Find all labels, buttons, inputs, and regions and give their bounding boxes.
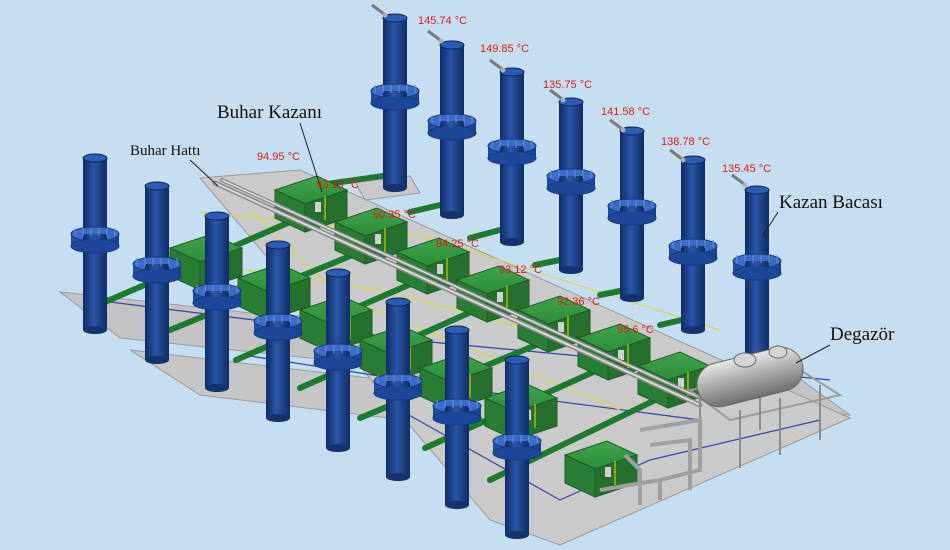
stack-temp-label: 138.78 °C (661, 136, 710, 148)
label-degazor: Degazör (830, 324, 895, 345)
boiler-temp-label: 93.12 °C (499, 264, 542, 276)
boiler-temp-label: 94.95 °C (257, 151, 300, 163)
boiler-temp-label: 92.36 °C (557, 296, 600, 308)
degazor-pipework (599, 417, 702, 505)
boiler (333, 207, 409, 265)
boiler-temp-label: 93.15 °C (316, 179, 359, 191)
thermometer-icon (669, 148, 686, 163)
stack-temp-label: 141.58 °C (601, 106, 650, 118)
degazor-dome (768, 345, 788, 359)
stack-group (70, 13, 782, 539)
thermometer-icon (489, 58, 506, 73)
label-buhar-kazani: Buhar Kazanı (217, 102, 322, 123)
chimney-stack (70, 153, 120, 334)
chimney-stack (546, 97, 596, 274)
boiler (563, 440, 639, 498)
chimney-stack (607, 126, 657, 302)
stack-temp-label: 149.85 °C (480, 43, 529, 55)
chimney-stack (313, 268, 363, 452)
chimney-stack (427, 40, 477, 219)
chimney-stack (732, 185, 782, 364)
stack-temp-label: 135.75 °C (543, 79, 592, 91)
steam-line (212, 178, 707, 408)
degazor-unit (599, 345, 843, 505)
boiler-temp-label: 90.35 °C (373, 209, 416, 221)
chimney-stack (432, 325, 482, 509)
leader-lines (189, 122, 831, 364)
chimney-stack (487, 67, 537, 246)
thermometer-icon (549, 88, 566, 103)
thermometer-icon (427, 29, 444, 44)
label-buhar-hatti: Buhar Hattı (130, 143, 200, 159)
stack-temp-label: 135.45 °C (722, 163, 771, 175)
stack-temp-label: 145.74 °C (418, 15, 467, 27)
thermometer-icon (731, 173, 748, 188)
boiler-temp-labels: 94.95 °C 93.15 °C 90.35 °C 94.25 °C 93.1… (257, 151, 654, 336)
stack-temp-markers: 145.74 °C 149.85 °C 135.75 °C 141.58 °C … (371, 3, 771, 188)
label-kazan-bacasi: Kazan Bacası (779, 192, 883, 213)
chimney-stack (668, 155, 718, 334)
thermometer-icon (371, 3, 388, 18)
degazor-dome (733, 352, 757, 368)
chimney-stack (253, 240, 303, 422)
chimney-stack (492, 355, 542, 539)
boiler (636, 351, 712, 409)
chimney-stack (132, 181, 182, 364)
chimney-stack (373, 297, 423, 481)
chimney-stack (192, 211, 242, 392)
chimney-stack (370, 13, 420, 192)
boiler-temp-label: 94.25 °C (436, 238, 479, 250)
thermometer-icon (609, 118, 626, 133)
boiler-temp-label: 95.6 °C (617, 324, 654, 336)
